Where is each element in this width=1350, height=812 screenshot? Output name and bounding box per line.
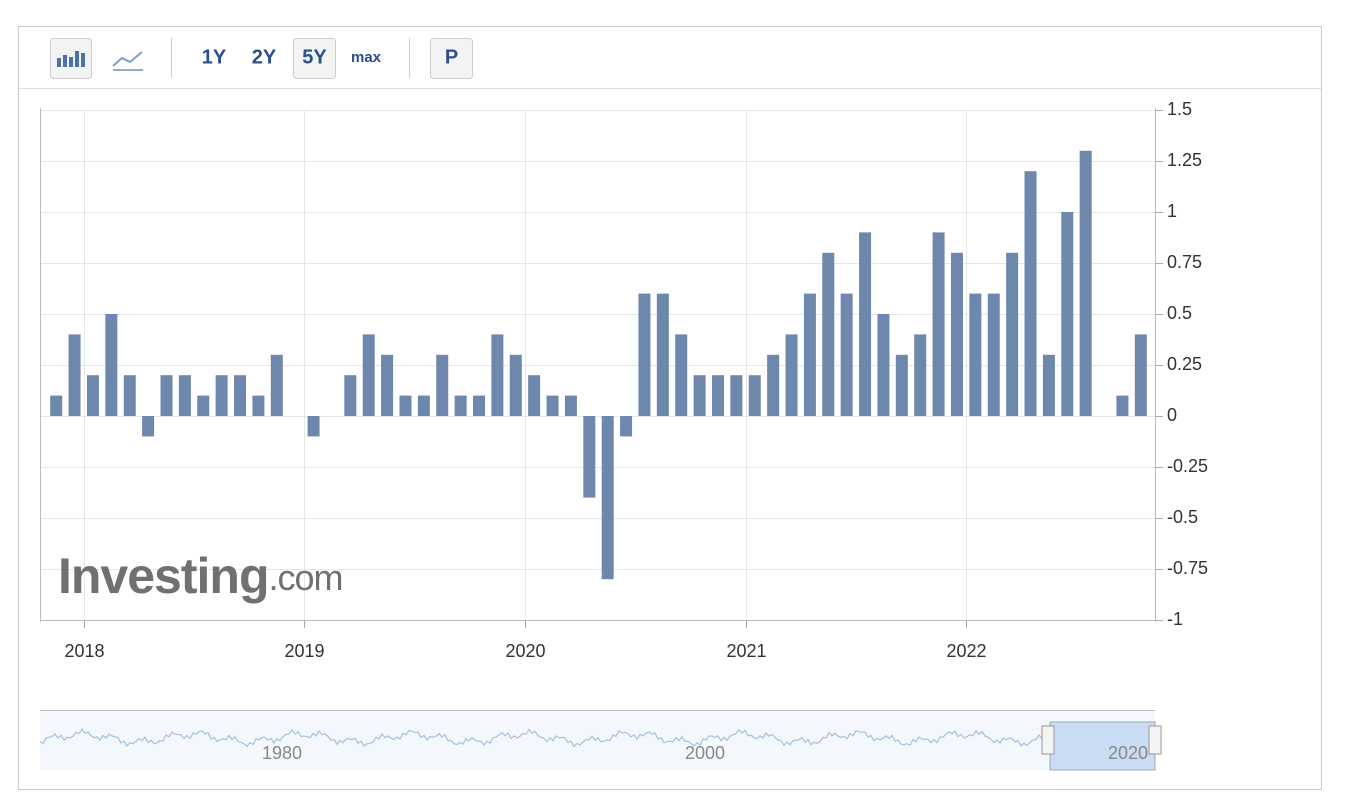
x-tick-label: 2018 bbox=[64, 641, 104, 661]
bar bbox=[950, 252, 963, 416]
bar bbox=[344, 375, 357, 416]
bar bbox=[528, 375, 541, 416]
bar bbox=[50, 395, 63, 416]
bar bbox=[68, 334, 81, 416]
y-tick-label: 1.25 bbox=[1167, 150, 1202, 170]
navigator-handle[interactable] bbox=[1041, 725, 1055, 755]
range-button[interactable]: 2Y bbox=[252, 46, 277, 68]
bar bbox=[730, 375, 743, 416]
bar bbox=[215, 375, 228, 416]
bar bbox=[473, 395, 486, 416]
bar bbox=[197, 395, 210, 416]
y-tick-label: -1 bbox=[1167, 609, 1183, 629]
bar bbox=[969, 293, 982, 416]
bar bbox=[914, 334, 927, 416]
navigator-label: 1980 bbox=[262, 743, 302, 763]
bar bbox=[656, 293, 669, 416]
bar bbox=[803, 293, 816, 416]
bar bbox=[546, 395, 559, 416]
bar bbox=[160, 375, 173, 416]
bar bbox=[748, 375, 761, 416]
range-button[interactable]: 1Y bbox=[202, 46, 227, 68]
navigator-background bbox=[40, 710, 1155, 770]
print-button[interactable] bbox=[430, 38, 473, 79]
bar bbox=[234, 375, 247, 416]
bar bbox=[381, 354, 394, 416]
x-tick-label: 2021 bbox=[726, 641, 766, 661]
bar bbox=[840, 293, 853, 416]
y-tick-label: 0.75 bbox=[1167, 252, 1202, 272]
watermark-brand: Investing bbox=[58, 548, 268, 604]
y-tick-label: -0.25 bbox=[1167, 456, 1208, 476]
bar bbox=[859, 232, 872, 416]
watermark: Investing.com bbox=[58, 548, 343, 604]
range-button[interactable]: max bbox=[351, 49, 382, 66]
bar bbox=[601, 416, 614, 580]
bar bbox=[987, 293, 1000, 416]
y-tick-label: 1 bbox=[1167, 201, 1177, 221]
bar bbox=[270, 354, 283, 416]
bar bbox=[1134, 334, 1147, 416]
bar bbox=[362, 334, 375, 416]
bar bbox=[436, 354, 449, 416]
bar bbox=[895, 354, 908, 416]
bar bbox=[785, 334, 798, 416]
watermark-suffix: .com bbox=[268, 557, 342, 598]
bar bbox=[932, 232, 945, 416]
bar bbox=[417, 395, 430, 416]
x-tick-label: 2019 bbox=[284, 641, 324, 661]
y-tick-label: -0.5 bbox=[1167, 507, 1198, 527]
bar bbox=[252, 395, 265, 416]
navigator-label: 2020 bbox=[1108, 743, 1148, 763]
bar bbox=[1006, 252, 1019, 416]
bar bbox=[142, 416, 155, 437]
bar bbox=[123, 375, 136, 416]
bar bbox=[583, 416, 596, 498]
range-button-selected[interactable] bbox=[293, 38, 336, 79]
bar bbox=[711, 375, 724, 416]
bar bbox=[877, 314, 890, 416]
navigator-label: 2000 bbox=[685, 743, 725, 763]
bar bbox=[564, 395, 577, 416]
bar bbox=[675, 334, 688, 416]
bar bbox=[1042, 354, 1055, 416]
bar bbox=[1024, 171, 1037, 416]
plot-area: -1 -0.75 -0.5 -0.25 0 0.25 0.5 0.75 1 1.25 1.5 2018… bbox=[40, 99, 1208, 661]
y-tick-label: -0.75 bbox=[1167, 558, 1208, 578]
bar bbox=[509, 354, 522, 416]
bar bbox=[638, 293, 651, 416]
navigator: 1980 2000 2020 bbox=[39, 710, 1162, 771]
print-label[interactable]: P bbox=[445, 46, 458, 68]
bar bbox=[105, 314, 118, 416]
bar bbox=[86, 375, 99, 416]
bar-icon bbox=[57, 51, 85, 67]
bar bbox=[307, 416, 320, 437]
bar bbox=[767, 354, 780, 416]
bar bbox=[693, 375, 706, 416]
x-tick-label: 2022 bbox=[946, 641, 986, 661]
bar bbox=[822, 252, 835, 416]
bar bbox=[454, 395, 467, 416]
range-button[interactable]: 5Y bbox=[302, 46, 327, 68]
bar bbox=[399, 395, 412, 416]
toolbar: 1Y 2Y 5Y max P bbox=[50, 38, 473, 79]
line-chart-button[interactable] bbox=[112, 51, 143, 71]
bar bbox=[1061, 212, 1074, 416]
x-tick-label: 2020 bbox=[505, 641, 545, 661]
navigator-series bbox=[39, 727, 1154, 748]
bar bbox=[1116, 395, 1129, 416]
y-tick-label: 0 bbox=[1167, 405, 1177, 425]
bar bbox=[1079, 150, 1092, 417]
y-tick-label: 0.5 bbox=[1167, 303, 1192, 323]
y-tick-label: 1.5 bbox=[1167, 99, 1192, 119]
navigator-handle[interactable] bbox=[1148, 725, 1162, 755]
y-tick-label: 0.25 bbox=[1167, 354, 1202, 374]
bar bbox=[491, 334, 504, 416]
bar bbox=[178, 375, 191, 416]
bar bbox=[620, 416, 633, 437]
